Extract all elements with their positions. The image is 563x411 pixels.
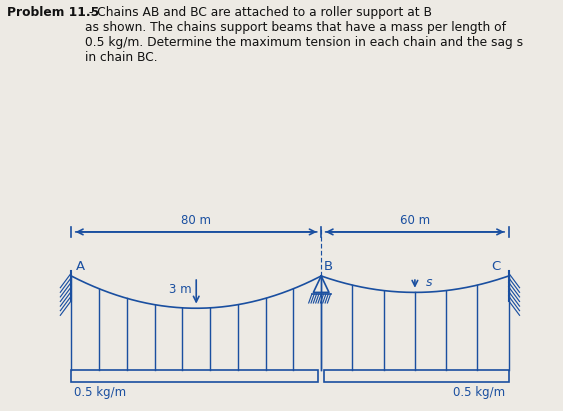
Text: C: C xyxy=(491,260,501,273)
Text: 0.5 kg/m: 0.5 kg/m xyxy=(453,386,506,399)
Text: s: s xyxy=(426,276,432,289)
Text: 80 m: 80 m xyxy=(181,214,211,227)
Text: Problem 11.5: Problem 11.5 xyxy=(7,6,100,19)
Text: B: B xyxy=(324,260,333,273)
Text: A: A xyxy=(76,260,85,273)
Text: - Chains AB and BC are attached to a roller support at B
as shown. The chains su: - Chains AB and BC are attached to a rol… xyxy=(85,6,523,64)
Text: 3 m: 3 m xyxy=(169,283,192,296)
Bar xyxy=(72,370,318,382)
Bar xyxy=(324,370,508,382)
Text: 0.5 kg/m: 0.5 kg/m xyxy=(74,386,127,399)
Text: 60 m: 60 m xyxy=(400,214,430,227)
